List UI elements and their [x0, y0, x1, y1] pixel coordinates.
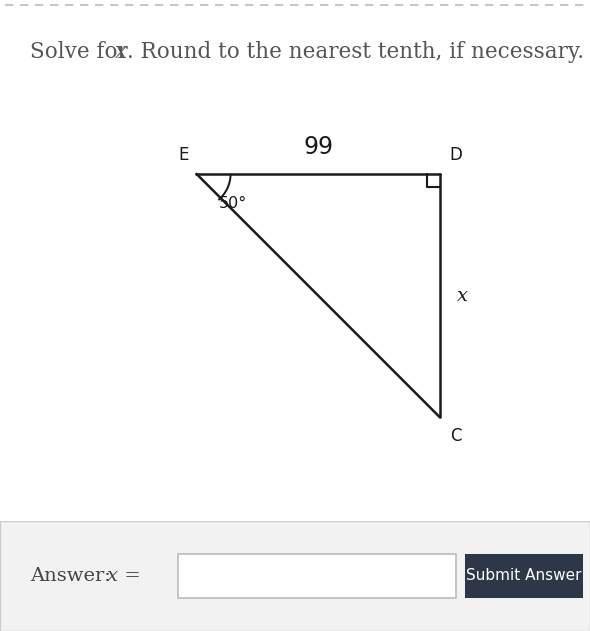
- Text: Answer:: Answer:: [30, 567, 117, 585]
- FancyBboxPatch shape: [465, 554, 583, 598]
- Text: Submit Answer: Submit Answer: [466, 569, 582, 583]
- Text: E: E: [179, 146, 189, 164]
- FancyBboxPatch shape: [178, 554, 456, 598]
- FancyBboxPatch shape: [0, 521, 590, 631]
- Text: x: x: [457, 286, 468, 305]
- Text: D: D: [450, 146, 463, 164]
- Text: x: x: [115, 40, 127, 62]
- Text: 99: 99: [303, 135, 333, 159]
- Text: C: C: [450, 427, 461, 445]
- Text: x: x: [107, 567, 118, 585]
- Text: 50°: 50°: [218, 196, 247, 211]
- Text: =: =: [118, 567, 141, 585]
- Text: Solve for: Solve for: [30, 40, 135, 62]
- Text: . Round to the nearest tenth, if necessary.: . Round to the nearest tenth, if necessa…: [127, 40, 584, 62]
